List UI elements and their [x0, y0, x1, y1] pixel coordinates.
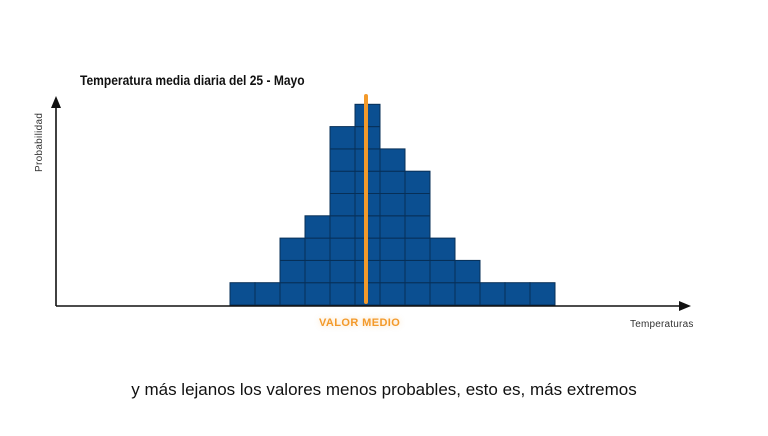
histogram-block — [329, 215, 356, 239]
histogram-block — [404, 193, 431, 217]
histogram-block — [504, 282, 531, 306]
histogram-block — [379, 259, 406, 284]
histogram-block — [379, 237, 406, 261]
histogram-block — [329, 148, 356, 172]
histogram-block — [279, 237, 306, 261]
histogram-block — [304, 237, 331, 261]
histogram-block — [429, 282, 456, 306]
x-axis-arrow — [679, 301, 691, 311]
histogram-block — [429, 237, 456, 261]
histogram-block — [404, 259, 431, 284]
histogram-block — [479, 282, 506, 306]
histogram-blocks — [229, 103, 556, 306]
histogram-block — [379, 193, 406, 217]
mean-marker-label: VALOR MEDIO — [319, 317, 401, 329]
histogram-block — [304, 259, 331, 284]
x-axis-label: Temperaturas — [630, 319, 694, 330]
histogram-block — [454, 259, 481, 284]
histogram-block — [329, 282, 356, 306]
histogram-block — [329, 170, 356, 194]
histogram-block — [329, 126, 356, 150]
histogram-block — [404, 170, 431, 194]
histogram-block — [279, 259, 306, 284]
histogram-block — [379, 170, 406, 194]
y-axis-arrow — [51, 96, 61, 108]
histogram-block — [379, 282, 406, 306]
histogram-block — [404, 237, 431, 261]
histogram-block — [379, 215, 406, 239]
histogram-block — [329, 259, 356, 284]
histogram-block — [404, 282, 431, 306]
histogram-block — [279, 282, 306, 306]
histogram-block — [529, 282, 556, 306]
histogram-block — [329, 237, 356, 261]
chart-title: Temperatura media diaria del 25 - Mayo — [80, 72, 305, 88]
histogram-block — [429, 259, 456, 284]
caption-subtitle: y más lejanos los valores menos probable… — [131, 380, 637, 399]
axes — [51, 96, 691, 311]
histogram-block — [229, 282, 256, 306]
histogram-block — [304, 215, 331, 239]
histogram-block — [254, 282, 281, 306]
histogram-block — [329, 193, 356, 217]
histogram-block — [404, 215, 431, 239]
histogram-block — [454, 282, 481, 306]
histogram-block — [379, 148, 406, 172]
histogram-block — [304, 282, 331, 306]
